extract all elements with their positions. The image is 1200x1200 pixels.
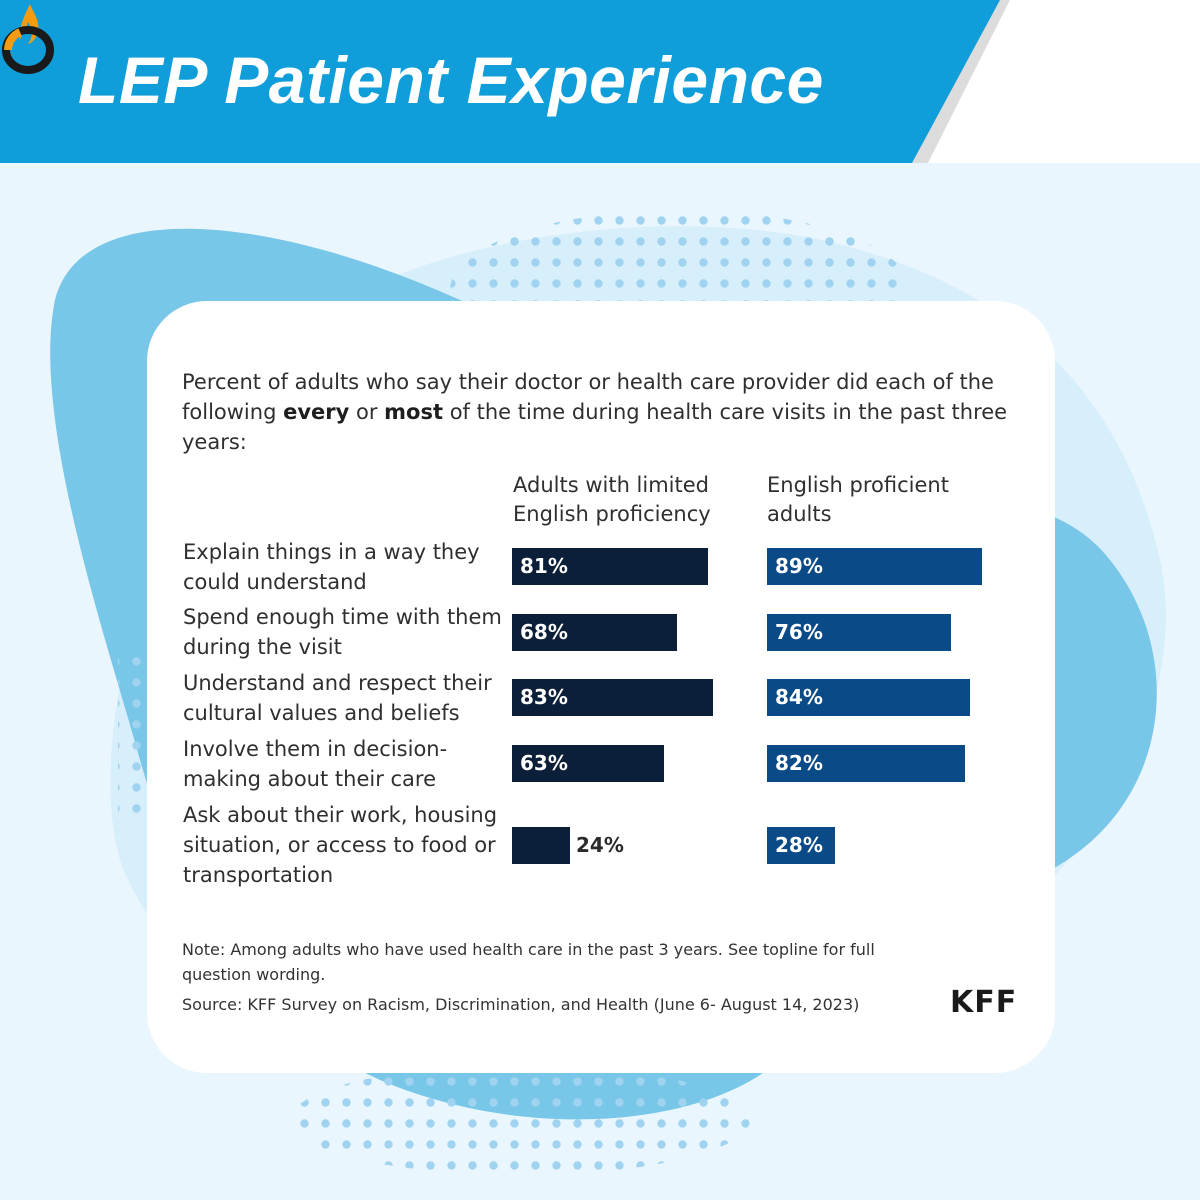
category-label: Involve them in decision- making about t… [183, 737, 448, 791]
chart-title-emphasis: every [283, 400, 350, 424]
chart-note: Note: Among adults who have used health … [182, 940, 875, 984]
category-label: Spend enough time with them during the v… [183, 605, 502, 659]
data-label: 82% [775, 751, 823, 775]
bar-limited-english [512, 548, 708, 585]
bar-english-proficient [767, 614, 951, 651]
chart-card: Percent of adults who say their doctor o… [147, 301, 1055, 1073]
bar-limited-english [512, 679, 713, 716]
bar-english-proficient [767, 827, 835, 864]
kff-brand-logo: KFF [950, 985, 1018, 1020]
chart-title-text: of the time during health care visits in… [182, 400, 1008, 454]
chart-source: Source: KFF Survey on Racism, Discrimina… [182, 995, 860, 1014]
category-label: Ask about their work, housing situation,… [183, 803, 498, 887]
chart-title-text: Percent of adults who say their doctor o… [182, 370, 994, 424]
bar-limited-english [512, 745, 664, 782]
data-label: 28% [775, 833, 823, 857]
banner-shape [0, 0, 1200, 163]
chart-title-emphasis: most [384, 400, 444, 424]
data-label: 24% [576, 833, 624, 857]
bar-english-proficient [767, 548, 982, 585]
data-label: 83% [520, 685, 568, 709]
category-label: Understand and respect their cultural va… [183, 671, 492, 725]
chart-title: Percent of adults who say their doctor o… [182, 367, 1022, 457]
data-label: 89% [775, 554, 823, 578]
category-label: Explain things in a way they could under… [183, 540, 480, 594]
data-label: 63% [520, 751, 568, 775]
data-label: 81% [520, 554, 568, 578]
data-label: 76% [775, 620, 823, 644]
data-label: 84% [775, 685, 823, 709]
bar-english-proficient [767, 679, 970, 716]
header-banner: LEP Patient Experience [0, 0, 1200, 163]
flame-o-logo-icon [2, 4, 54, 74]
data-label: 68% [520, 620, 568, 644]
series-header-english-proficient: English proficient adults [767, 473, 949, 526]
banner-white-corner [928, 0, 1200, 163]
chart-title-text: or [349, 400, 385, 424]
dot-pattern-bottom [290, 1065, 750, 1175]
series-header-limited-english: Adults with limited English proficiency [513, 473, 711, 526]
dot-pattern-left [118, 650, 148, 820]
banner-fill [0, 0, 1000, 163]
page-title: LEP Patient Experience [78, 43, 824, 117]
bar-limited-english [512, 614, 677, 651]
bar-limited-english [512, 827, 570, 864]
bar-english-proficient [767, 745, 965, 782]
